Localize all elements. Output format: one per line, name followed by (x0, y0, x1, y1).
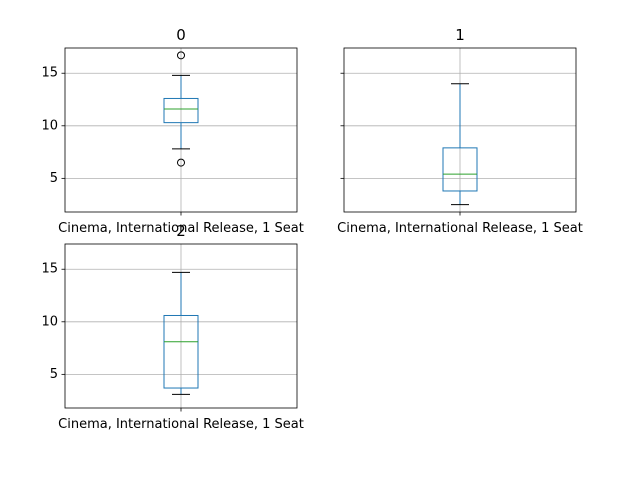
subplot-title: 1 (455, 26, 465, 44)
outlier-point (177, 51, 185, 60)
y-tick-label: 10 (41, 118, 58, 133)
x-tick-label: Cinema, International Release, 1 Seat (337, 221, 583, 236)
y-tick-label: 5 (50, 367, 58, 382)
subplot-1: Cinema, International Release, 1 Seat 1 (337, 26, 583, 236)
iqr-box (163, 97, 199, 124)
y-tick-label: 10 (41, 314, 58, 329)
subplot-2: 5 10 15 Cinema, International Release, 1 Se… (41, 222, 303, 432)
y-tick-label: 5 (50, 171, 58, 186)
subplot-title: 2 (176, 222, 186, 240)
outlier-point (177, 158, 185, 167)
y-tick-label: 15 (41, 262, 58, 277)
y-tick-label: 15 (41, 66, 58, 81)
subplot-0: 5 10 15 Cinema, International Release, 1 Se… (41, 26, 303, 236)
iqr-box (163, 314, 199, 389)
x-tick-label: Cinema, International Release, 1 Seat (58, 417, 304, 432)
x-tick-label: Cinema, International Release, 1 Seat (58, 221, 304, 236)
iqr-box (442, 147, 478, 192)
subplot-title: 0 (176, 26, 186, 44)
